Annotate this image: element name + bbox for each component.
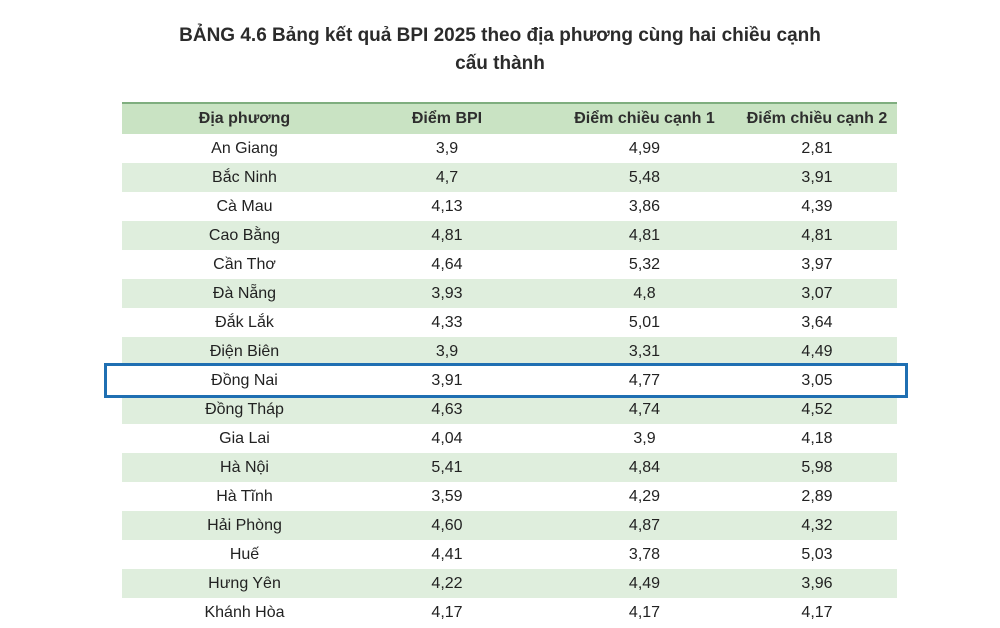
cell-dimension-1-score: 5,48 [628, 168, 661, 186]
table-row: Đà Nẵng 3,93 4,8 3,07 [122, 279, 897, 308]
cell-dimension-1-score: 4,77 [628, 371, 661, 389]
cell-locality: Đà Nẵng [212, 284, 277, 302]
cell-locality: Đắk Lắk [215, 313, 274, 331]
table-title-line-1: BẢNG 4.6 Bảng kết quả BPI 2025 theo địa … [179, 25, 821, 46]
cell-locality: Huế [229, 545, 260, 563]
cell-dimension-2-score: 2,81 [801, 139, 833, 157]
cell-dimension-1-score: 3,31 [628, 342, 661, 360]
cell-bpi-score: 3,59 [431, 487, 463, 505]
cell-locality: An Giang [211, 139, 278, 157]
header-dimension-1-score: Điểm chiều cạnh 1 [574, 110, 715, 127]
cell-dimension-1-score: 3,9 [633, 429, 656, 447]
cell-bpi-score: 4,7 [435, 168, 459, 186]
cell-dimension-2-score: 5,03 [801, 545, 833, 563]
table-title-line-2: cấu thành [455, 53, 545, 74]
table-title: BẢNG 4.6 Bảng kết quả BPI 2025 theo địa … [0, 22, 1000, 78]
cell-locality: Hà Tĩnh [216, 487, 273, 505]
table-row: Hà Tĩnh 3,59 4,29 2,89 [122, 482, 897, 511]
cell-locality: Hưng Yên [208, 574, 281, 592]
cell-bpi-score: 4,04 [431, 429, 463, 447]
cell-dimension-2-score: 4,81 [801, 226, 833, 244]
cell-dimension-2-score: 4,18 [801, 429, 833, 447]
cell-locality: Khánh Hòa [204, 603, 285, 621]
cell-dimension-1-score: 4,99 [628, 139, 661, 157]
table-row: Bắc Ninh 4,7 5,48 3,91 [122, 163, 897, 192]
cell-locality: Đồng Tháp [205, 400, 284, 418]
cell-dimension-1-score: 4,29 [628, 487, 661, 505]
cell-dimension-1-score: 4,74 [628, 400, 661, 418]
table-row: Đồng Nai 3,91 4,77 3,05 [122, 366, 897, 395]
table-row: An Giang 3,9 4,99 2,81 [122, 134, 897, 163]
cell-dimension-2-score: 4,17 [801, 603, 833, 621]
cell-bpi-score: 4,64 [431, 255, 463, 273]
table-row: Huế 4,41 3,78 5,03 [122, 540, 897, 569]
cell-dimension-2-score: 3,96 [801, 574, 833, 592]
cell-dimension-2-score: 5,98 [801, 458, 833, 476]
cell-bpi-score: 3,9 [435, 342, 459, 360]
cell-locality: Cần Thơ [213, 255, 276, 273]
cell-bpi-score: 4,63 [431, 400, 463, 418]
cell-bpi-score: 3,91 [431, 371, 463, 389]
cell-locality: Bắc Ninh [212, 168, 277, 186]
results-table: Địa phương Điểm BPI Điểm chiều cạnh 1 Đi… [122, 102, 897, 627]
table-body: An Giang 3,9 4,99 2,81 Bắc Ninh 4,7 5,48 3,91 Cà… [122, 134, 897, 627]
cell-dimension-1-score: 4,81 [628, 226, 661, 244]
cell-dimension-2-score: 3,64 [801, 313, 833, 331]
cell-dimension-2-score: 4,39 [801, 197, 833, 215]
cell-dimension-1-score: 5,32 [628, 255, 661, 273]
cell-bpi-score: 5,41 [431, 458, 463, 476]
header-locality: Địa phương [198, 110, 291, 127]
cell-bpi-score: 3,93 [431, 284, 463, 302]
cell-dimension-1-score: 3,78 [628, 545, 661, 563]
cell-dimension-2-score: 2,89 [801, 487, 833, 505]
header-dimension-2-score: Điểm chiều cạnh 2 [746, 110, 888, 127]
table-row: Gia Lai 4,04 3,9 4,18 [122, 424, 897, 453]
cell-locality: Hải Phòng [207, 516, 282, 534]
highlighted-row-frame [104, 363, 908, 398]
table-row: Cà Mau 4,13 3,86 4,39 [122, 192, 897, 221]
table-row: Đồng Tháp 4,63 4,74 4,52 [122, 395, 897, 424]
cell-dimension-1-score: 5,01 [628, 313, 661, 331]
cell-locality: Cao Bằng [208, 226, 281, 244]
table-row: Điện Biên 3,9 3,31 4,49 [122, 337, 897, 366]
cell-bpi-score: 4,17 [431, 603, 463, 621]
cell-dimension-2-score: 4,52 [801, 400, 833, 418]
cell-bpi-score: 4,22 [431, 574, 463, 592]
table-header-row: Địa phương Điểm BPI Điểm chiều cạnh 1 Đi… [122, 104, 897, 134]
table-row: Hải Phòng 4,60 4,87 4,32 [122, 511, 897, 540]
cell-dimension-1-score: 3,86 [628, 197, 661, 215]
cell-dimension-1-score: 4,84 [628, 458, 661, 476]
header-bpi-score: Điểm BPI [411, 110, 483, 127]
cell-bpi-score: 4,81 [431, 226, 463, 244]
cell-locality: Điện Biên [209, 342, 280, 360]
cell-dimension-2-score: 3,91 [801, 168, 833, 186]
table-row: Cao Bằng 4,81 4,81 4,81 [122, 221, 897, 250]
cell-dimension-2-score: 4,49 [801, 342, 833, 360]
cell-dimension-2-score: 3,05 [801, 371, 833, 389]
cell-bpi-score: 4,60 [431, 516, 463, 534]
cell-dimension-2-score: 3,97 [801, 255, 833, 273]
cell-bpi-score: 4,13 [431, 197, 463, 215]
cell-dimension-1-score: 4,17 [628, 603, 661, 621]
table-row: Khánh Hòa 4,17 4,17 4,17 [122, 598, 897, 627]
cell-dimension-1-score: 4,87 [628, 516, 661, 534]
table-row: Hưng Yên 4,22 4,49 3,96 [122, 569, 897, 598]
cell-bpi-score: 4,41 [431, 545, 463, 563]
cell-bpi-score: 4,33 [431, 313, 463, 331]
cell-dimension-2-score: 3,07 [801, 284, 833, 302]
cell-dimension-1-score: 4,49 [628, 574, 661, 592]
table-row: Đắk Lắk 4,33 5,01 3,64 [122, 308, 897, 337]
table-row: Cần Thơ 4,64 5,32 3,97 [122, 250, 897, 279]
cell-locality: Cà Mau [216, 197, 273, 215]
cell-dimension-1-score: 4,8 [633, 284, 656, 302]
cell-locality: Hà Nội [220, 458, 269, 476]
table-row: Hà Nội 5,41 4,84 5,98 [122, 453, 897, 482]
cell-dimension-2-score: 4,32 [801, 516, 833, 534]
cell-locality: Đồng Nai [211, 371, 278, 389]
cell-locality: Gia Lai [219, 429, 270, 447]
cell-bpi-score: 3,9 [435, 139, 459, 157]
